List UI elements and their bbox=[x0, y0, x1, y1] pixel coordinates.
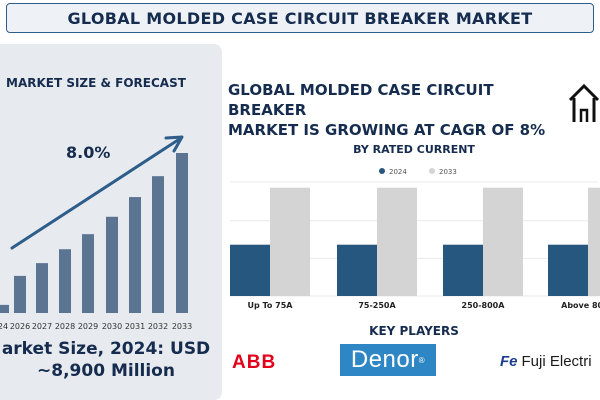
forecast-tick-label: 2030 bbox=[102, 322, 122, 331]
legend-label: 2033 bbox=[439, 168, 457, 176]
forecast-tick-label: 2033 bbox=[172, 322, 192, 331]
forecast-heading: MARKET SIZE & FORECAST bbox=[6, 76, 186, 90]
cagr-heading-line-1: GLOBAL MOLDED CASE CIRCUIT BREAKER bbox=[228, 81, 494, 119]
forecast-bar bbox=[0, 304, 9, 313]
forecast-bar bbox=[82, 234, 94, 313]
forecast-bar bbox=[106, 216, 118, 313]
market-size-caption: arket Size, 2024: USD ~8,900 Million bbox=[0, 338, 222, 382]
rated-tick-label: 250-800A bbox=[462, 301, 506, 310]
cagr-heading-line-2: MARKET IS GROWING AT CAGR OF 8% bbox=[228, 121, 546, 139]
page-title: GLOBAL MOLDED CASE CIRCUIT BREAKER MARKE… bbox=[6, 3, 594, 33]
rated-bar bbox=[443, 244, 483, 296]
legend-label: 2024 bbox=[389, 168, 407, 176]
fuji-electric-logo: Fe Fuji Electri bbox=[500, 353, 592, 370]
cagr-label: 8.0% bbox=[66, 143, 110, 162]
market-size-line-2: ~8,900 Million bbox=[37, 361, 175, 381]
forecast-bar bbox=[36, 263, 48, 313]
rated-current-chart: 2024 2033 Up To 75A 75-250A 250-800A Above 80… bbox=[230, 168, 600, 310]
rated-bar bbox=[230, 244, 270, 296]
fuji-logo-text: Fuji Electri bbox=[521, 353, 592, 370]
forecast-tick-label: 2026 bbox=[10, 322, 30, 331]
growth-arrow-line bbox=[10, 138, 180, 250]
fuji-mark-icon: Fe bbox=[500, 353, 518, 370]
legend-marker bbox=[429, 168, 435, 174]
house-icon bbox=[568, 83, 600, 122]
rated-tick-label: Up To 75A bbox=[247, 301, 293, 310]
forecast-bar bbox=[14, 275, 26, 313]
forecast-tick-label: 24 bbox=[0, 322, 8, 331]
forecast-tick-label: 2028 bbox=[55, 322, 75, 331]
forecast-bar bbox=[59, 249, 71, 313]
rated-bar bbox=[270, 187, 310, 296]
forecast-bar bbox=[176, 153, 188, 313]
rated-bar bbox=[548, 244, 588, 296]
rated-tick-label: 75-250A bbox=[358, 301, 396, 310]
rated-current-title: BY RATED CURRENT bbox=[353, 143, 475, 156]
denor-logo: Denor ® bbox=[340, 344, 436, 376]
forecast-bar bbox=[152, 176, 164, 313]
key-players-title: KEY PLAYERS bbox=[369, 324, 459, 338]
market-size-line-1: arket Size, 2024: USD bbox=[1, 339, 211, 359]
forecast-bar bbox=[129, 197, 141, 313]
cagr-heading: GLOBAL MOLDED CASE CIRCUIT BREAKER MARKE… bbox=[228, 80, 568, 140]
denor-logo-text: Denor bbox=[350, 346, 419, 373]
forecast-tick-label: 2027 bbox=[32, 322, 52, 331]
rated-bar bbox=[377, 187, 417, 296]
title-bar: GLOBAL MOLDED CASE CIRCUIT BREAKER MARKE… bbox=[0, 0, 600, 38]
rated-bar bbox=[483, 187, 523, 296]
rated-bar bbox=[337, 244, 377, 296]
rated-bar bbox=[588, 187, 600, 296]
rated-tick-label: Above 800A bbox=[561, 301, 600, 310]
growth-arrow-head-icon bbox=[164, 135, 184, 153]
forecast-tick-label: 2029 bbox=[78, 322, 98, 331]
forecast-tick-label: 2032 bbox=[148, 322, 168, 331]
abb-logo: ABB bbox=[232, 352, 277, 373]
forecast-chart: 24 2026 2027 2028 2029 2030 2031 2032 2033 8.0% bbox=[0, 135, 192, 331]
legend-marker bbox=[379, 168, 385, 174]
forecast-tick-label: 2031 bbox=[125, 322, 145, 331]
